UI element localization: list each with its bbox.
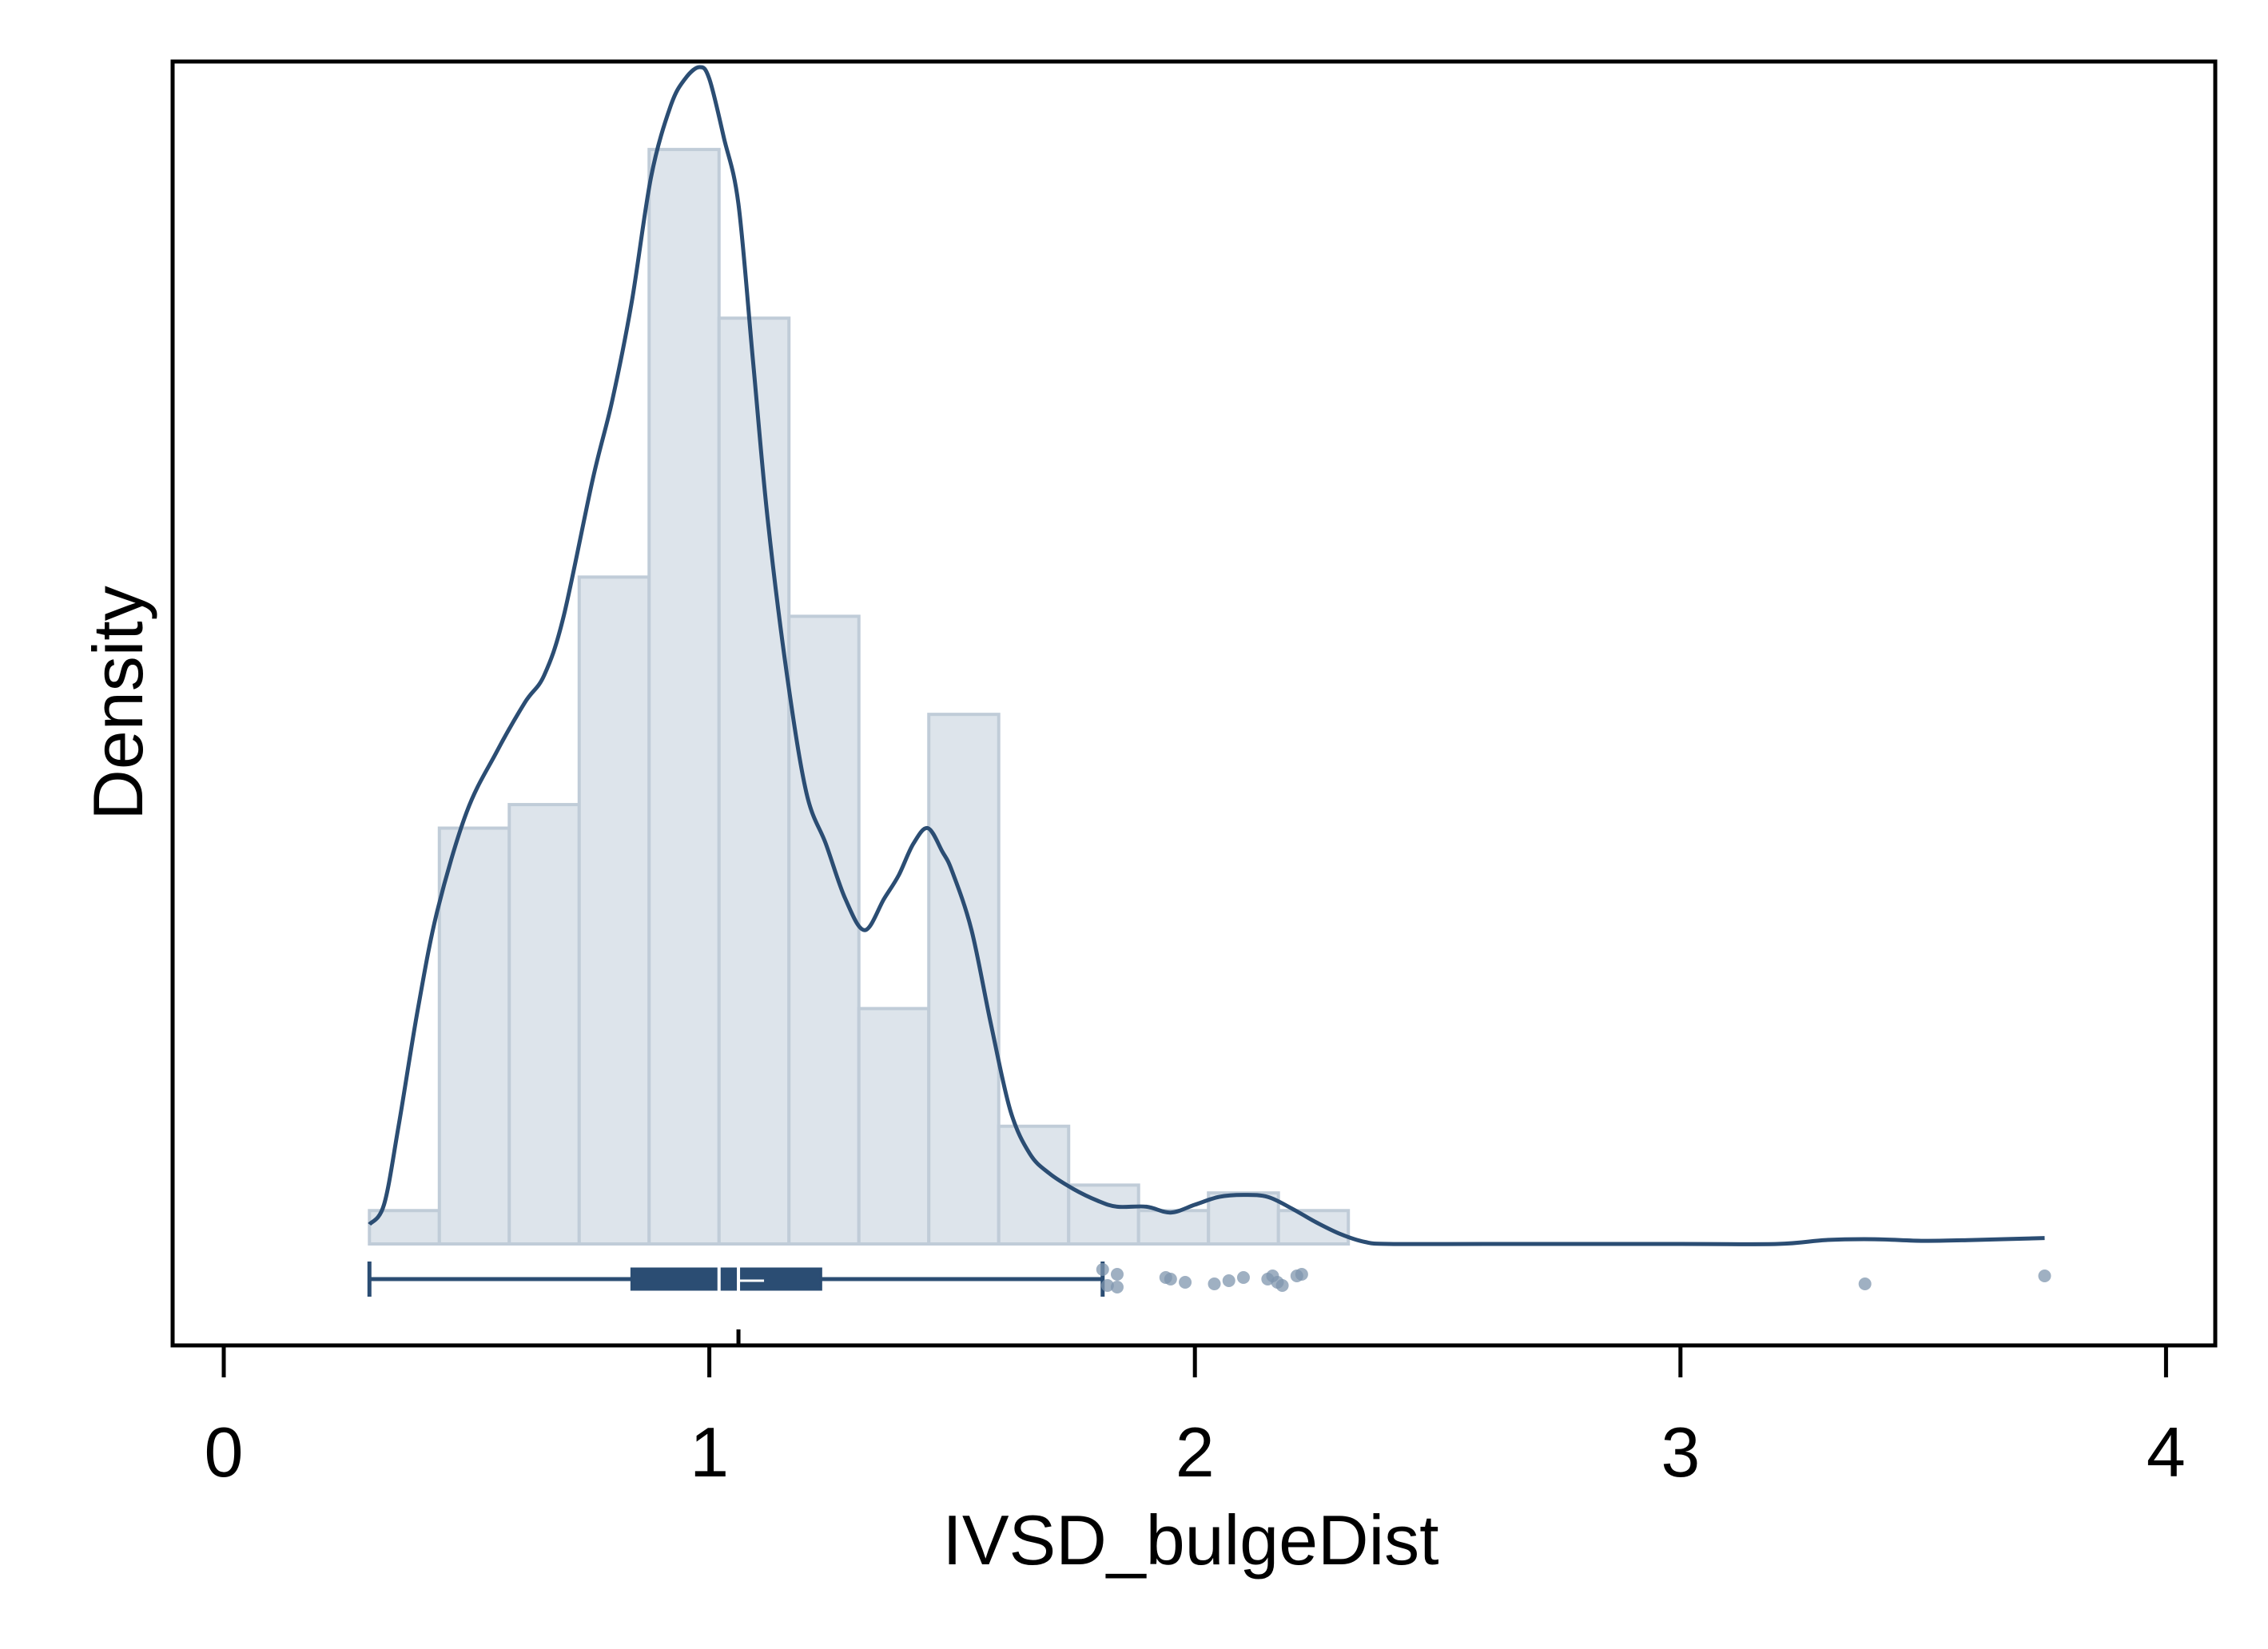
histogram-bar [1276,1209,1351,1246]
boxplot-outlier [1096,1263,1109,1276]
boxplot-outlier [1236,1271,1250,1284]
boxplot-box [630,1267,822,1291]
density-curve [368,65,2045,1246]
x-tick-label: 0 [205,1413,244,1492]
boxplot-outlier [1164,1273,1177,1285]
boxplot-outlier [1222,1274,1235,1287]
boxplot-outlier [1110,1281,1124,1293]
boxplot-outlier [1110,1268,1124,1281]
x-tick-label: 1 [690,1413,729,1492]
histogram-bar [577,575,651,1246]
histogram [368,148,1351,1246]
histogram-bar [787,614,861,1246]
boxplot-outlier [1208,1277,1221,1290]
histogram-bar [1207,1191,1280,1246]
density-curve-group [368,65,2045,1246]
histogram-bar [1136,1209,1211,1246]
histogram-bar [437,826,511,1246]
histogram-bar [717,316,791,1246]
x-tick-label: 3 [1661,1413,1700,1492]
histogram-bar [507,803,581,1246]
x-tick-label: 4 [2147,1413,2186,1492]
x-axis-ticks: 0 1 2 3 4 [205,1329,2186,1492]
boxplot-outlier [1179,1276,1192,1289]
boxplot-outlier [1858,1277,1872,1290]
y-axis-title: Density [78,586,157,820]
histogram-bar [857,1007,931,1246]
boxplot-outlier [1295,1268,1308,1281]
histogram-bar [647,148,721,1246]
histogram-bar [997,1124,1071,1246]
x-tick-label: 2 [1176,1413,1215,1492]
boxplot-outlier [2038,1270,2051,1282]
x-axis-title: IVSD_bulgeDist [942,1500,1438,1579]
histogram-bar [927,713,1001,1246]
boxplot-outlier [1275,1279,1289,1292]
boxplot [367,1262,2051,1297]
boxplot-outlier [1100,1279,1114,1292]
